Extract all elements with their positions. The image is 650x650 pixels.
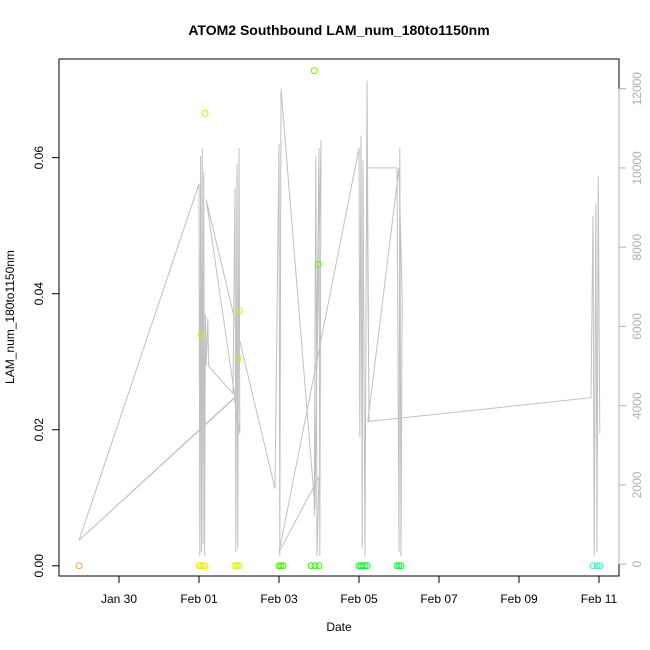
y-tick-label: 0.00 [32,554,46,578]
data-point [315,562,323,570]
data-point [363,562,371,570]
y2-tick-label: 4000 [630,392,644,419]
data-point [275,562,283,570]
x-tick-label: Feb 09 [500,592,538,606]
data-point [395,562,403,570]
y-tick-label: 0.04 [32,282,46,306]
data-point [231,562,239,570]
data-point [277,562,285,570]
x-tick-label: Feb 11 [581,592,618,606]
y2-tick-label: 2000 [630,471,644,498]
data-point [393,562,401,570]
x-tick-label: Feb 03 [260,592,298,606]
data-point [361,562,369,570]
y2-tick-label: 8000 [630,234,644,261]
y2-tick-label: 6000 [630,313,644,340]
data-point [235,307,243,315]
y2-tick-label: 10000 [630,151,644,185]
series-line [78,80,601,557]
data-point [197,562,205,570]
data-point [314,260,322,268]
line-series [78,80,601,557]
data-point [234,354,242,362]
data-point [397,562,405,570]
y2-axis: 0 2000 4000 6000 8000 10000 12000 [618,72,644,567]
plot-frame [58,58,620,577]
data-point [233,562,241,570]
data-point [311,562,319,570]
y-tick-label: 0.02 [32,418,46,442]
x-axis-label: Date [326,620,352,634]
x-tick-label: Jan 30 [101,592,137,606]
y2-tick-label: 12000 [630,72,644,106]
y-axis-label: LAM_num_180to1150nm [3,250,17,384]
chart-title: ATOM2 Southbound LAM_num_180to1150nm [188,22,489,38]
x-tick-label: Feb 05 [340,592,378,606]
data-point [596,562,604,570]
data-point [201,109,209,117]
x-tick-label: Feb 07 [420,592,458,606]
data-point [201,562,209,570]
data-point [307,562,315,570]
data-point [359,562,367,570]
point-series [75,67,604,570]
y2-tick-label: 0 [630,560,644,567]
x-axis: Jan 30 Feb 01 Feb 03 Feb 05 Feb 07 Feb 09 Feb … [101,575,618,606]
data-point [310,67,318,75]
y-tick-label: 0.06 [32,146,46,170]
data-point [75,562,83,570]
data-point [197,331,205,338]
data-point [279,562,287,570]
x-tick-label: Feb 01 [180,592,218,606]
data-point [235,562,243,570]
data-point [589,562,597,570]
y-axis: 0.00 0.02 0.04 0.06 [32,146,60,578]
data-point [593,562,601,570]
data-point [199,562,207,570]
